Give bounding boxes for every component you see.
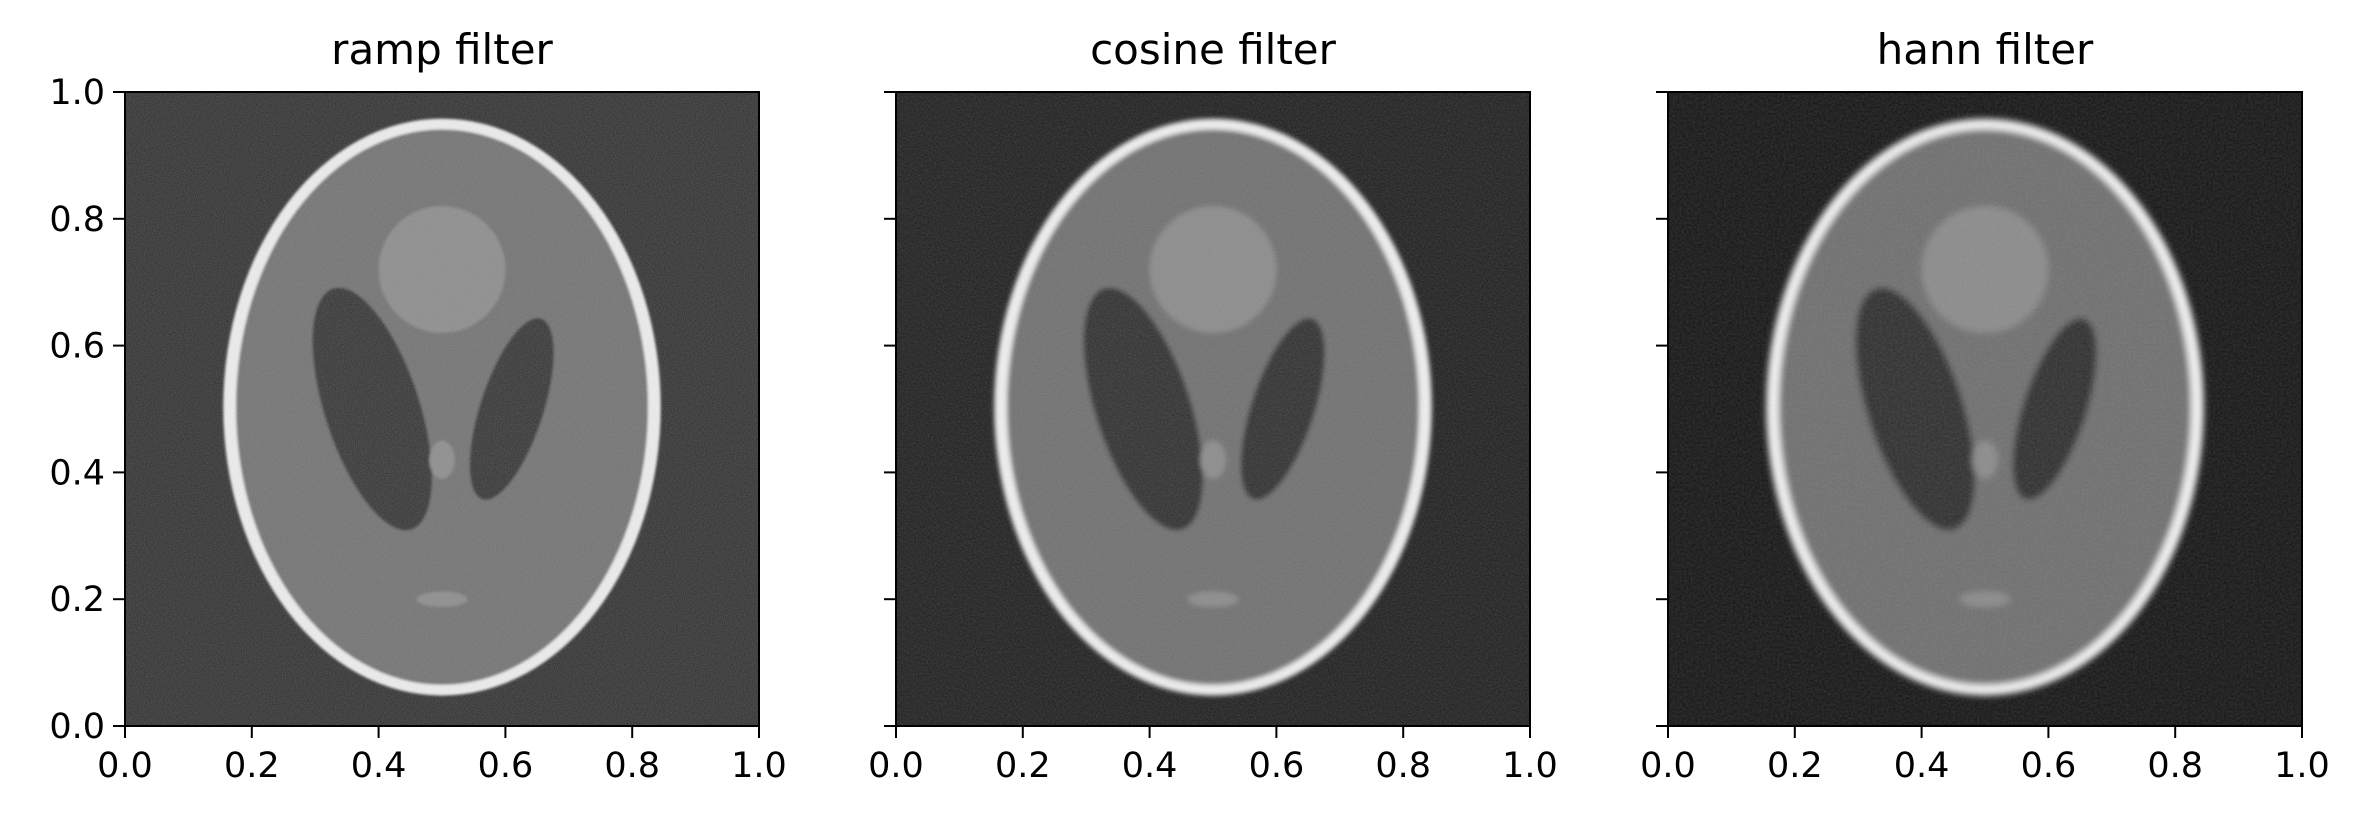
phantom-image <box>896 92 1530 726</box>
x-tick-label: 0.8 <box>1375 746 1431 786</box>
x-tick-label: 0.6 <box>478 746 534 786</box>
axes-frame <box>124 91 760 727</box>
x-tick-label: 1.0 <box>731 746 787 786</box>
x-tick-label: 0.2 <box>1767 746 1823 786</box>
chart-title: ramp filter <box>331 25 553 74</box>
y-tick-label: 0.2 <box>49 580 105 620</box>
x-tick-label: 0.0 <box>97 746 153 786</box>
chart-title: cosine filter <box>1090 25 1337 74</box>
x-tick-label: 0.0 <box>1640 746 1696 786</box>
y-tick-label: 0.0 <box>49 707 105 747</box>
y-tick-label: 1.0 <box>49 73 105 113</box>
chart-title: hann filter <box>1877 25 2094 74</box>
x-tick-label: 0.8 <box>2147 746 2203 786</box>
noise-overlay <box>125 92 759 726</box>
noise-overlay <box>1668 92 2302 726</box>
axes-frame <box>1667 91 2303 727</box>
y-tick-label: 0.8 <box>49 200 105 240</box>
x-tick-label: 0.4 <box>1122 746 1178 786</box>
x-tick-label: 0.4 <box>1894 746 1950 786</box>
x-tick-label: 0.6 <box>2021 746 2077 786</box>
x-tick-label: 1.0 <box>2274 746 2330 786</box>
axes-frame <box>895 91 1531 727</box>
panel-1: ramp filter 0.0 0.2 0.4 0.6 0.8 1.0 0.0 0.2 0.4 0.… <box>49 25 787 786</box>
x-tick-label: 0.8 <box>604 746 660 786</box>
x-tick-label: 0.2 <box>224 746 280 786</box>
phantom-image <box>1668 92 2302 726</box>
phantom-image <box>125 92 759 726</box>
x-tick-label: 0.4 <box>351 746 407 786</box>
x-tick-label: 0.6 <box>1249 746 1305 786</box>
x-tick-label: 1.0 <box>1502 746 1558 786</box>
panel-2: cosine filter 0.0 0.2 0.4 0.6 0.8 1.0 <box>868 25 1558 786</box>
x-tick-label: 0.2 <box>995 746 1051 786</box>
y-tick-label: 0.6 <box>49 327 105 367</box>
noise-overlay <box>896 92 1530 726</box>
x-tick-label: 0.0 <box>868 746 924 786</box>
panel-3: hann filter 0.0 0.2 0.4 0.6 0.8 1.0 <box>1640 25 2330 786</box>
y-tick-label: 0.4 <box>49 453 105 493</box>
